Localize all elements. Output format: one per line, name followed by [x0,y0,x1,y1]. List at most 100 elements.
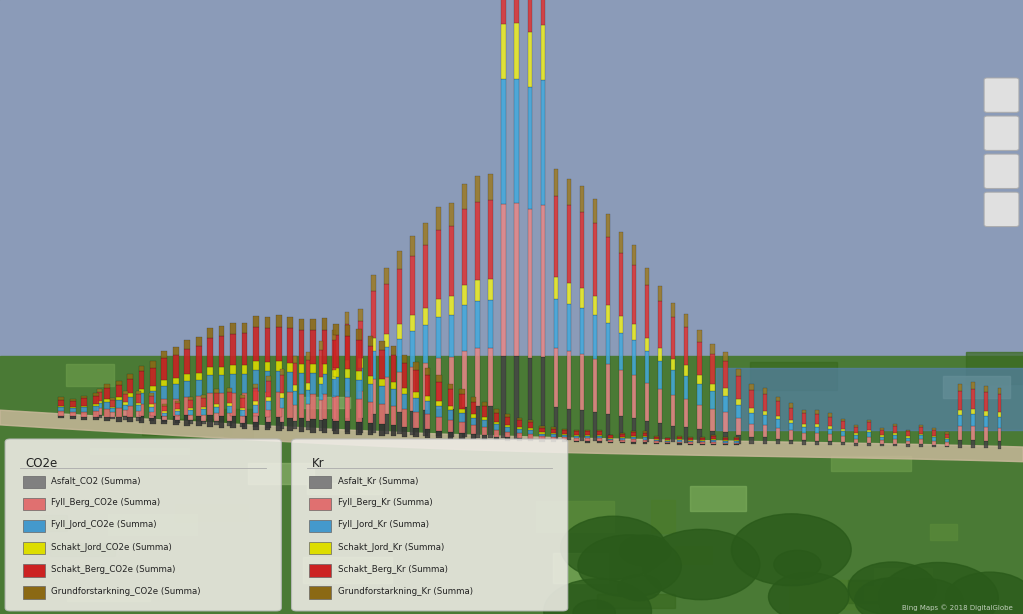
Bar [127,379,133,394]
Bar [553,169,559,196]
Bar [230,365,236,374]
Bar [737,418,741,435]
Bar [462,406,466,437]
Bar [619,370,623,416]
Bar [219,336,224,367]
Bar [319,384,323,400]
Bar [459,413,464,422]
FancyBboxPatch shape [984,78,1019,112]
Bar [574,431,579,435]
Bar [202,414,206,421]
Bar [136,405,141,411]
Bar [551,434,557,437]
Bar [700,437,705,438]
Bar [68,594,150,601]
Bar [528,420,533,422]
Bar [384,268,389,284]
Bar [553,196,559,277]
Bar [240,410,246,416]
Text: Fyll_Berg_CO2e (Summa): Fyll_Berg_CO2e (Summa) [51,499,161,507]
Bar [208,367,213,375]
Bar [150,391,155,403]
Bar [0,356,1023,614]
Bar [254,405,258,413]
Bar [367,346,373,376]
Bar [737,398,741,405]
Bar [722,440,727,441]
Bar [358,309,362,321]
Bar [476,406,480,438]
Bar [567,409,571,440]
Bar [596,430,602,431]
Bar [136,411,141,417]
Bar [832,456,910,471]
Bar [437,382,442,400]
Bar [462,285,466,305]
Bar [539,433,544,437]
Bar [841,421,845,429]
Bar [109,412,115,416]
Bar [540,25,545,80]
Bar [567,351,571,409]
Bar [448,406,453,410]
Bar [735,437,739,438]
Bar [553,553,608,583]
Bar [266,410,271,422]
Bar [227,392,232,403]
Bar [173,384,179,398]
Bar [945,446,949,448]
Bar [536,501,614,532]
Bar [671,303,675,317]
Bar [476,301,480,349]
Text: Schakt_Jord_CO2e (Summa): Schakt_Jord_CO2e (Summa) [51,543,172,551]
Bar [184,375,190,381]
Bar [880,440,884,444]
Bar [642,442,648,444]
Bar [138,416,144,423]
Bar [138,366,144,371]
Bar [945,442,949,446]
Bar [654,441,659,443]
Bar [528,438,533,441]
Bar [854,427,858,433]
Bar [665,443,670,445]
Bar [854,443,858,446]
Bar [711,439,716,440]
Bar [580,288,584,308]
Bar [93,411,98,417]
Bar [425,396,431,402]
Bar [410,236,414,255]
Bar [972,409,975,414]
Bar [97,392,101,401]
Bar [880,444,884,446]
Bar [149,405,153,406]
Bar [528,429,533,430]
Bar [425,429,431,438]
Bar [735,443,739,445]
FancyBboxPatch shape [984,192,1019,227]
Bar [620,442,625,443]
Bar [356,399,362,422]
Bar [208,394,213,415]
Bar [214,406,219,413]
Bar [208,415,213,427]
Text: Schakt_Berg_Kr (Summa): Schakt_Berg_Kr (Summa) [338,565,447,573]
Bar [266,397,271,401]
Bar [0,0,1023,381]
Bar [540,80,545,204]
Circle shape [731,514,851,586]
Bar [127,374,133,379]
Bar [254,388,258,401]
Bar [893,424,897,426]
Bar [997,418,1002,428]
Bar [488,174,493,200]
Bar [410,332,414,367]
Bar [254,422,258,427]
Bar [293,391,298,405]
Bar [299,330,305,364]
Bar [356,371,362,380]
Bar [539,440,544,441]
Bar [984,392,988,411]
Bar [540,204,545,357]
Bar [551,429,557,433]
